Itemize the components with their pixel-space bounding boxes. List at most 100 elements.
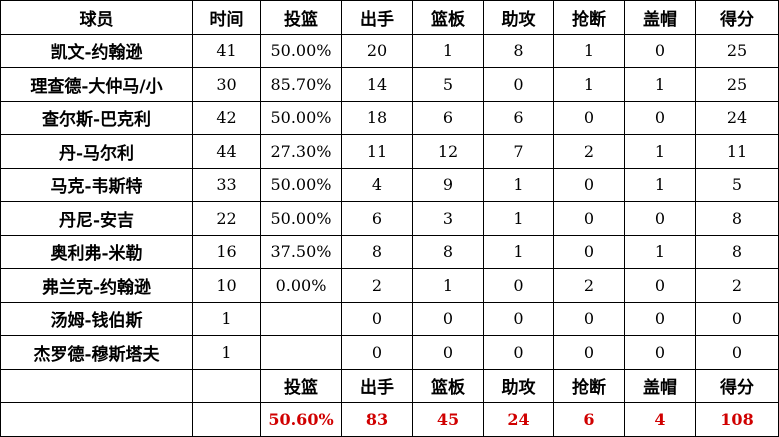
- blocks-cell: 0: [624, 268, 696, 303]
- rebounds-cell: 0: [412, 335, 484, 370]
- blocks-cell: 1: [624, 67, 696, 102]
- player-cell: 马克-韦斯特: [0, 167, 193, 202]
- player-cell: 弗兰克-约翰逊: [0, 268, 193, 303]
- fg-pct-cell: 投篮: [260, 0, 342, 35]
- minutes-cell: 42: [192, 100, 261, 135]
- minutes-cell: 30: [192, 67, 261, 102]
- assists-cell: 助攻: [483, 368, 554, 403]
- steals-cell: 抢断: [553, 368, 625, 403]
- fg-pct-cell: 50.00%: [260, 201, 342, 236]
- table-row: 凯文-约翰逊 41 50.00% 20 1 8 1 0 25: [0, 33, 779, 68]
- points-cell: 0: [695, 301, 779, 336]
- minutes-cell: 33: [192, 167, 261, 202]
- fg-pct-cell: [260, 301, 342, 336]
- minutes-cell: 22: [192, 201, 261, 236]
- player-cell: 理查德-大仲马/小: [0, 67, 193, 102]
- table-row: 丹-马尔利 44 27.30% 11 12 7 2 1 11: [0, 134, 779, 169]
- minutes-cell: 16: [192, 234, 261, 269]
- fg-pct-cell: 0.00%: [260, 268, 342, 303]
- assists-cell: 8: [483, 33, 554, 68]
- player-cell: 汤姆-钱伯斯: [0, 301, 193, 336]
- totals-header-row: 投篮 出手 篮板 助攻 抢断 盖帽 得分: [0, 368, 779, 403]
- fga-cell: 0: [341, 301, 413, 336]
- rebounds-cell: 1: [412, 33, 484, 68]
- steals-cell: 1: [553, 67, 625, 102]
- points-cell: 5: [695, 167, 779, 202]
- fg-pct-cell: 27.30%: [260, 134, 342, 169]
- rebounds-cell: 篮板: [412, 0, 484, 35]
- table-row: 弗兰克-约翰逊 10 0.00% 2 1 0 2 0 2: [0, 268, 779, 303]
- assists-cell: 6: [483, 100, 554, 135]
- player-cell: 丹-马尔利: [0, 134, 193, 169]
- player-cell: 查尔斯-巴克利: [0, 100, 193, 135]
- points-cell: 得分: [695, 368, 779, 403]
- minutes-cell: 41: [192, 33, 261, 68]
- points-cell: 得分: [695, 0, 779, 35]
- player-cell: 凯文-约翰逊: [0, 33, 193, 68]
- points-cell: 108: [695, 402, 779, 437]
- blocks-cell: 0: [624, 335, 696, 370]
- points-cell: 25: [695, 33, 779, 68]
- fga-cell: 2: [341, 268, 413, 303]
- steals-cell: 0: [553, 234, 625, 269]
- assists-cell: 0: [483, 67, 554, 102]
- steals-cell: 0: [553, 201, 625, 236]
- player-cell: [0, 368, 193, 403]
- player-cell: 杰罗德-穆斯塔夫: [0, 335, 193, 370]
- steals-cell: 0: [553, 100, 625, 135]
- assists-cell: 7: [483, 134, 554, 169]
- fga-cell: 出手: [341, 368, 413, 403]
- fga-cell: 83: [341, 402, 413, 437]
- fga-cell: 6: [341, 201, 413, 236]
- blocks-cell: 4: [624, 402, 696, 437]
- fga-cell: 18: [341, 100, 413, 135]
- rebounds-cell: 1: [412, 268, 484, 303]
- blocks-cell: 1: [624, 134, 696, 169]
- fg-pct-cell: 投篮: [260, 368, 342, 403]
- fga-cell: 8: [341, 234, 413, 269]
- fga-cell: 出手: [341, 0, 413, 35]
- rebounds-cell: 9: [412, 167, 484, 202]
- minutes-cell: 时间: [192, 0, 261, 35]
- points-cell: 25: [695, 67, 779, 102]
- fg-pct-cell: 50.00%: [260, 33, 342, 68]
- header-row: 球员 时间 投篮 出手 篮板 助攻 抢断 盖帽 得分: [0, 0, 779, 35]
- blocks-cell: 盖帽: [624, 368, 696, 403]
- fga-cell: 14: [341, 67, 413, 102]
- rebounds-cell: 5: [412, 67, 484, 102]
- totals-row: 50.60% 83 45 24 6 4 108: [0, 402, 779, 437]
- steals-cell: 0: [553, 301, 625, 336]
- blocks-cell: 0: [624, 33, 696, 68]
- fg-pct-cell: [260, 335, 342, 370]
- table-row: 奥利弗-米勒 16 37.50% 8 8 1 0 1 8: [0, 234, 779, 269]
- points-cell: 0: [695, 335, 779, 370]
- rebounds-cell: 0: [412, 301, 484, 336]
- table-row: 汤姆-钱伯斯 1 0 0 0 0 0 0: [0, 301, 779, 336]
- fga-cell: 11: [341, 134, 413, 169]
- fga-cell: 0: [341, 335, 413, 370]
- fg-pct-cell: 50.00%: [260, 100, 342, 135]
- assists-cell: 1: [483, 201, 554, 236]
- points-cell: 24: [695, 100, 779, 135]
- points-cell: 11: [695, 134, 779, 169]
- blocks-cell: 盖帽: [624, 0, 696, 35]
- steals-cell: 6: [553, 402, 625, 437]
- minutes-cell: 1: [192, 335, 261, 370]
- player-cell: 丹尼-安吉: [0, 201, 193, 236]
- blocks-cell: 0: [624, 301, 696, 336]
- blocks-cell: 0: [624, 201, 696, 236]
- steals-cell: 2: [553, 268, 625, 303]
- assists-cell: 1: [483, 234, 554, 269]
- minutes-cell: 1: [192, 301, 261, 336]
- table-row: 查尔斯-巴克利 42 50.00% 18 6 6 0 0 24: [0, 100, 779, 135]
- fg-pct-cell: 50.60%: [260, 402, 342, 437]
- steals-cell: 0: [553, 335, 625, 370]
- points-cell: 8: [695, 234, 779, 269]
- assists-cell: 24: [483, 402, 554, 437]
- steals-cell: 2: [553, 134, 625, 169]
- blocks-cell: 0: [624, 100, 696, 135]
- fg-pct-cell: 85.70%: [260, 67, 342, 102]
- points-cell: 2: [695, 268, 779, 303]
- rebounds-cell: 45: [412, 402, 484, 437]
- steals-cell: 1: [553, 33, 625, 68]
